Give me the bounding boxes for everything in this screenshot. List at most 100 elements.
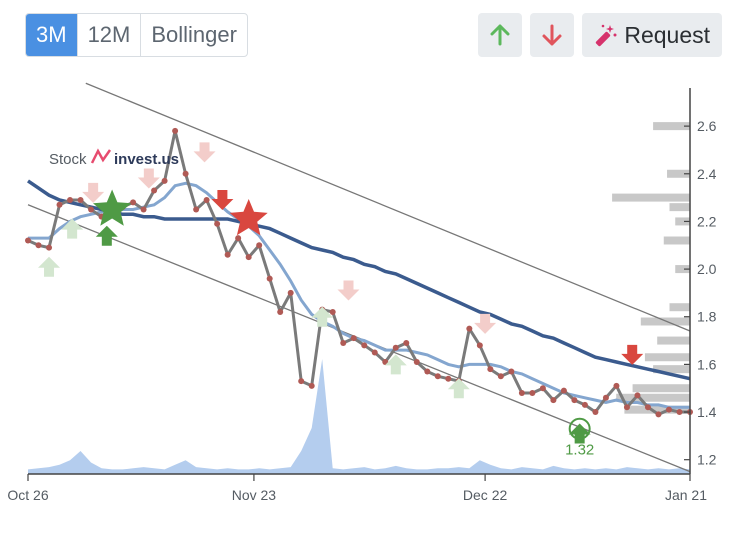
sell-signal-faint-arrow — [193, 142, 216, 163]
sell-signal-arrow — [211, 189, 234, 210]
y-tick-label: 1.2 — [697, 452, 717, 468]
histogram-bar — [663, 236, 690, 245]
price-point — [371, 349, 378, 356]
y-tick-label: 1.4 — [697, 404, 717, 420]
sell-signal-faint-arrow — [82, 182, 105, 203]
price-point — [592, 409, 599, 416]
watermark-logo-icon — [90, 148, 112, 164]
sell-signal-faint-arrow — [337, 280, 360, 301]
price-point — [476, 342, 483, 349]
price-point — [277, 308, 284, 315]
price-point — [172, 127, 179, 134]
histogram-bar — [675, 265, 690, 274]
sell-signal-button[interactable] — [530, 13, 575, 57]
sell-signal-star — [229, 199, 268, 236]
histogram-bar — [632, 384, 690, 393]
price-point — [256, 242, 263, 249]
watermark-stock: Stock — [49, 151, 87, 168]
sell-signal-faint-arrow — [474, 313, 497, 334]
price-point — [581, 401, 588, 408]
price-point — [634, 392, 641, 399]
price-point — [67, 196, 74, 203]
price-point — [161, 177, 168, 184]
price-point — [613, 382, 620, 389]
price-point — [560, 387, 567, 394]
x-tick-label: Jan 21 — [665, 487, 707, 503]
price-point — [329, 308, 336, 315]
price-point — [340, 339, 347, 346]
request-button[interactable]: Request — [582, 13, 722, 57]
price-point — [529, 389, 536, 396]
buy-signal-faint-arrow — [447, 378, 470, 399]
signal-markers-group: 1.32 — [38, 142, 644, 459]
price-point — [466, 325, 473, 332]
price-point — [245, 254, 252, 261]
price-point — [518, 389, 525, 396]
action-buttons: Request — [478, 13, 722, 57]
short-ma-line — [28, 181, 690, 409]
buy-signal-arrow — [95, 225, 118, 246]
price-point — [392, 344, 399, 351]
price-point — [403, 339, 410, 346]
price-point — [203, 196, 210, 203]
series-lines-group — [27, 129, 691, 416]
buy-signal-faint-arrow — [384, 354, 407, 375]
sell-signal-faint-arrow — [137, 168, 160, 189]
price-point — [151, 187, 158, 194]
price-point — [77, 196, 84, 203]
price-point — [571, 397, 578, 404]
price-point — [287, 289, 294, 296]
range-12m-button[interactable]: 12M — [78, 14, 142, 56]
price-point — [497, 373, 504, 380]
channel-upper-line — [85, 82, 691, 332]
price-point — [539, 385, 546, 392]
histogram-bar — [624, 405, 690, 414]
price-line — [27, 129, 690, 416]
price-points-group — [25, 127, 693, 418]
buy-signal-button[interactable] — [478, 13, 523, 57]
price-point — [224, 251, 231, 258]
price-point — [35, 242, 42, 249]
price-point — [508, 368, 515, 375]
buy-signal-faint-arrow — [61, 218, 84, 239]
price-point — [655, 411, 662, 418]
y-tick-label: 2.0 — [697, 261, 717, 277]
price-point — [644, 404, 651, 411]
price-point — [140, 206, 147, 213]
price-point — [298, 378, 305, 385]
bollinger-button[interactable]: Bollinger — [151, 22, 237, 47]
watermark-invest: invest.us — [114, 151, 179, 168]
chart-toolbar: 3M 12M Bollinger Request — [25, 13, 722, 59]
arrow-down-icon — [542, 24, 562, 46]
price-point — [350, 335, 357, 342]
histogram-bar — [657, 336, 690, 345]
request-label: Request — [624, 21, 710, 48]
price-point — [445, 375, 452, 382]
arrow-up-icon — [490, 24, 510, 46]
price-point — [88, 206, 95, 213]
price-point — [550, 397, 557, 404]
price-point — [56, 201, 63, 208]
price-point — [214, 220, 221, 227]
histogram-bar — [669, 303, 690, 312]
y-tick-label: 1.8 — [697, 309, 717, 325]
sell-signal-arrow — [621, 344, 644, 365]
trend-channel-group — [27, 82, 691, 473]
histogram-bar — [675, 217, 690, 226]
y-tick-label: 2.4 — [697, 166, 717, 182]
price-point — [413, 359, 420, 366]
range-3m-button[interactable]: 3M — [26, 14, 78, 56]
x-tick-label: Dec 22 — [463, 487, 508, 503]
y-tick-label: 1.6 — [697, 356, 717, 372]
histogram-bar — [667, 169, 690, 178]
price-point — [602, 394, 609, 401]
axes-group: 1.2 1.4 1.6 1.8 2.0 2.2 2.4 2.6 Oct 26 Nov 23 Dec … — [7, 88, 717, 503]
y-tick-label: 2.2 — [697, 213, 717, 229]
histogram-bar — [653, 365, 690, 374]
buy-signal-faint-arrow — [38, 256, 61, 277]
buy-signal-arrow — [568, 423, 591, 444]
watermark: Stock invest.us — [49, 148, 179, 168]
price-point — [235, 235, 242, 242]
histogram-bar — [644, 353, 690, 362]
